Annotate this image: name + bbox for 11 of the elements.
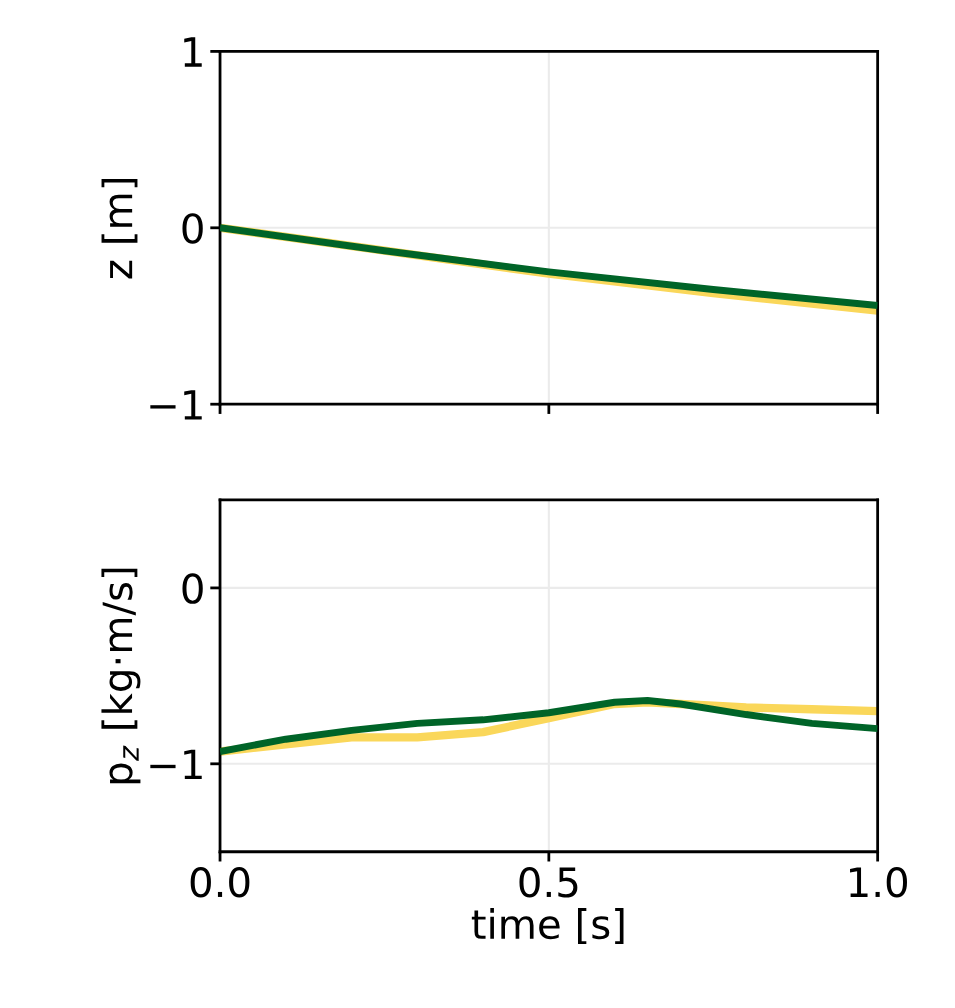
x-tick-label: 1.0	[850, 867, 907, 898]
y-tick-label: −1	[150, 390, 202, 420]
x-tick-label: 0.5	[519, 867, 578, 898]
y-tick-label: −1	[150, 749, 202, 780]
y-tick-label: 0	[182, 573, 203, 604]
y-tick-label: 1	[184, 37, 202, 67]
y-tick-label: 0	[182, 213, 203, 244]
x-tick-label: 0.0	[190, 867, 250, 898]
y-axis-title: z [m]	[101, 178, 138, 279]
y-axis-title: p$_{z}$ [kg·m/s]	[101, 568, 141, 784]
x-axis-title: time [s]	[471, 908, 624, 945]
